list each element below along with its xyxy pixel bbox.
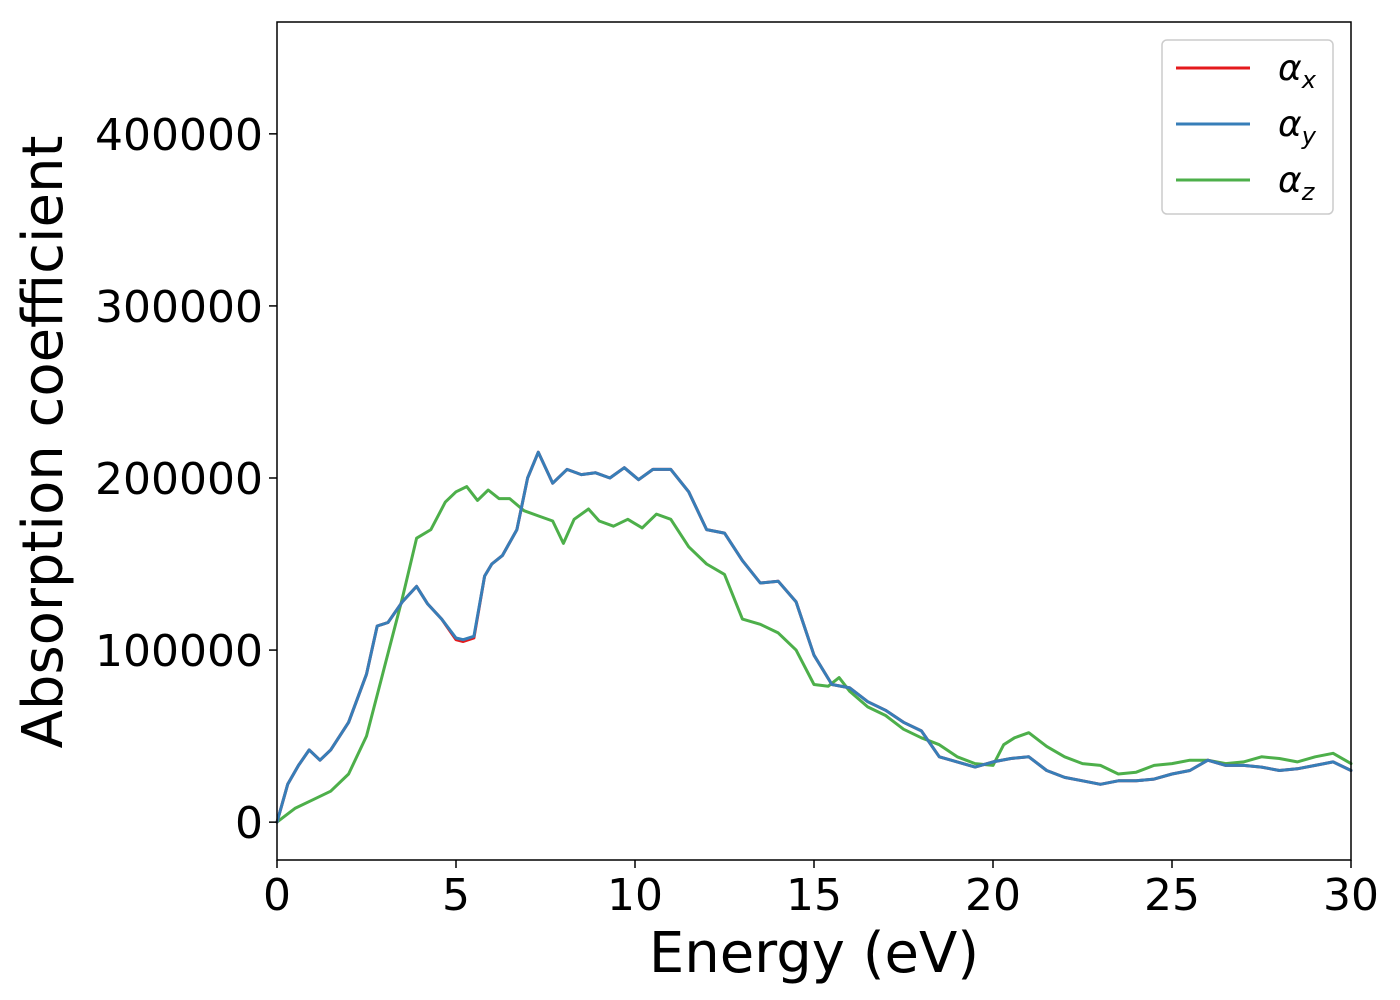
x-tick-label: 20 bbox=[965, 870, 1021, 921]
x-tick-label: 25 bbox=[1144, 870, 1200, 921]
x-tick-label: 5 bbox=[442, 870, 470, 921]
y-axis-title: Absorption coefficient bbox=[11, 136, 76, 749]
legend-label: αy bbox=[1278, 104, 1317, 150]
y-axis-ticks: 0 100000 200000 300000 400000 bbox=[95, 110, 277, 849]
x-axis-ticks: 0 5 10 15 20 25 30 bbox=[263, 860, 1379, 921]
plot-lines bbox=[275, 450, 1353, 824]
series-line-2 bbox=[275, 485, 1353, 824]
legend: αx αy αz bbox=[1161, 39, 1334, 215]
legend-box bbox=[1161, 39, 1334, 215]
x-tick-label: 30 bbox=[1323, 870, 1379, 921]
legend-label: αz bbox=[1278, 160, 1316, 206]
series-line-1 bbox=[275, 450, 1353, 824]
x-tick-label: 0 bbox=[263, 870, 291, 921]
y-tick-label: 100000 bbox=[95, 626, 263, 677]
y-tick-label: 400000 bbox=[95, 110, 263, 161]
series-line-0 bbox=[275, 450, 1353, 824]
x-axis-title: Energy (eV) bbox=[649, 921, 979, 986]
x-tick-label: 15 bbox=[786, 870, 842, 921]
legend-label: αx bbox=[1278, 48, 1317, 94]
y-tick-label: 0 bbox=[235, 798, 263, 849]
y-tick-label: 300000 bbox=[95, 282, 263, 333]
x-tick-label: 10 bbox=[607, 870, 663, 921]
y-tick-label: 200000 bbox=[95, 454, 263, 505]
